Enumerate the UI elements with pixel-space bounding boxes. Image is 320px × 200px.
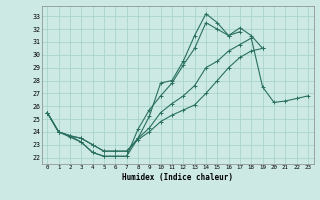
X-axis label: Humidex (Indice chaleur): Humidex (Indice chaleur): [122, 173, 233, 182]
